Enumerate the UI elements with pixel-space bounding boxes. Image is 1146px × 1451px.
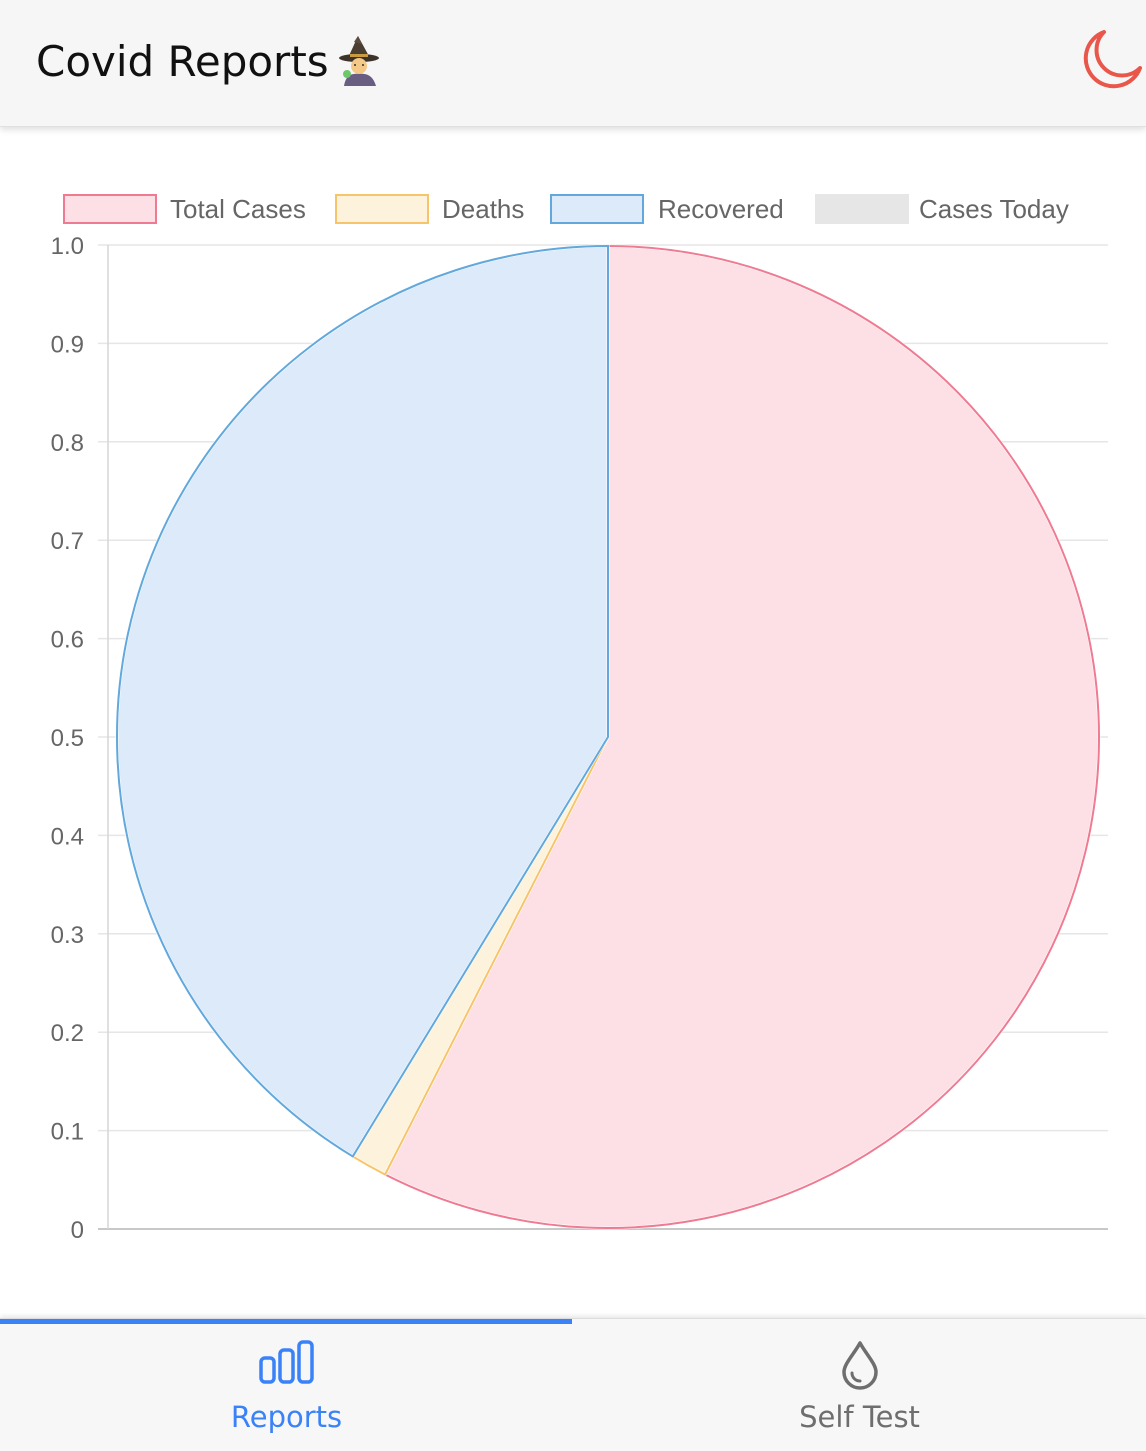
- y-tick-label: 0: [71, 1217, 84, 1244]
- page-title: Covid Reports: [36, 37, 329, 86]
- tab-reports[interactable]: Reports: [0, 1324, 573, 1451]
- active-tab-indicator: [0, 1319, 572, 1324]
- pie-slice-border: [383, 244, 1100, 1229]
- y-tick-label: 1.0: [51, 233, 84, 260]
- bottom-tab-bar: Reports Self Test: [0, 1318, 1146, 1451]
- app-header: Covid Reports: [0, 0, 1146, 127]
- legend-label: Deaths: [442, 194, 524, 224]
- y-tick-label: 0.4: [51, 823, 84, 850]
- legend-swatch: [815, 194, 909, 224]
- legend-label: Total Cases: [170, 194, 306, 224]
- y-tick-label: 0.6: [51, 627, 84, 654]
- pie-slice-border: [116, 244, 609, 1158]
- wizard-emoji-icon: [339, 36, 379, 86]
- pie-chart: 0 0.1 0.2 0.3 0.4 0.5 0.6 0.7 0.8 0.9 1.0 Total Cas…: [51, 194, 1108, 1244]
- y-tick-label: 0.7: [51, 528, 84, 555]
- y-tick-label: 0.8: [51, 430, 84, 457]
- legend-swatch: [63, 194, 157, 224]
- y-tick-label: 0.1: [51, 1119, 84, 1146]
- chart-area: 0 0.1 0.2 0.3 0.4 0.5 0.6 0.7 0.8 0.9 1.0 Total Cas…: [0, 128, 1146, 1318]
- legend-label: Cases Today: [919, 194, 1069, 224]
- y-tick-label: 0.9: [51, 331, 84, 358]
- theme-toggle-button[interactable]: [1080, 28, 1142, 92]
- y-tick-label: 0.3: [51, 922, 84, 949]
- y-tick-label: 0.5: [51, 725, 84, 752]
- y-tick-label: 0.2: [51, 1020, 84, 1047]
- bar-chart-icon: [258, 1340, 314, 1384]
- tab-reports-label: Reports: [230, 1400, 343, 1434]
- legend-swatch: [335, 194, 429, 224]
- legend-swatch: [550, 194, 644, 224]
- moon-icon: [1083, 30, 1142, 89]
- tab-self-test-label: Self Test: [799, 1400, 920, 1434]
- droplet-icon: [841, 1341, 878, 1390]
- legend-label: Recovered: [658, 194, 784, 224]
- tab-self-test[interactable]: Self Test: [573, 1324, 1146, 1451]
